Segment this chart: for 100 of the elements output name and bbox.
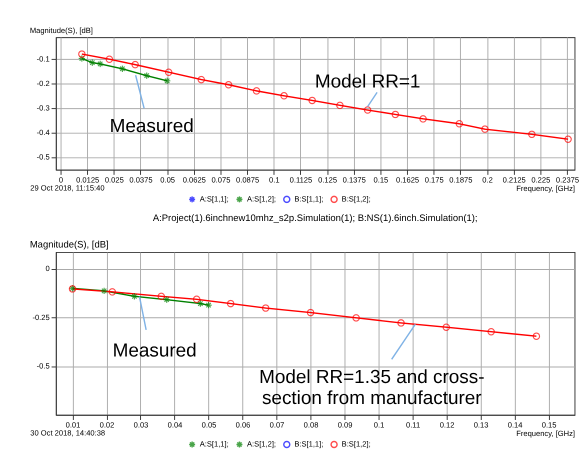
point xyxy=(226,300,234,308)
point xyxy=(196,300,204,308)
y-tick-label: -0.25 xyxy=(32,312,50,322)
x-tick-label: 0.1625 xyxy=(396,175,420,184)
point xyxy=(419,115,427,123)
x-axis-title: Frequency, [GHz] xyxy=(516,429,575,438)
x-tick-label: 0.175 xyxy=(424,175,444,184)
point xyxy=(532,332,540,340)
legend-label: B:S[1,1]; xyxy=(294,439,324,448)
x-tick-label: 0.02 xyxy=(100,420,114,430)
y-tick-label: -0.5 xyxy=(36,362,50,371)
legend-label: B:S[1,2]; xyxy=(342,439,371,448)
point xyxy=(204,301,212,309)
point xyxy=(564,135,572,143)
chart-title: A:Project(1).6inchnew10mhz_s2p.Simulation(1); B:NS(1).6inch.Simulation(1); xyxy=(152,212,478,224)
point xyxy=(352,314,360,322)
x-tick-label: 0.08 xyxy=(304,420,318,430)
y-axis-title: Magnitude(S), [dB] xyxy=(30,240,109,251)
legend-label: B:S[1,1]; xyxy=(294,194,324,204)
x-tick-label: 0.075 xyxy=(211,175,230,184)
text: 29 Oct 2018, 11:15:40 xyxy=(30,183,105,192)
x-axis-title: Frequency, [GHz] xyxy=(516,184,575,193)
point xyxy=(131,60,139,68)
annotation: Measured xyxy=(112,340,197,362)
legend-label: B:S[1,2]; xyxy=(342,194,371,204)
point xyxy=(162,296,170,304)
legend-label: A:S[1,1]; xyxy=(200,194,229,204)
x-tick-label: 0.01 xyxy=(66,420,80,430)
point xyxy=(96,60,104,68)
point xyxy=(456,120,464,128)
x-tick-label: 0 xyxy=(58,175,64,184)
legend-label: A:S[1,2]; xyxy=(247,194,276,204)
x-tick-label: 0.0125 xyxy=(76,175,100,184)
point xyxy=(336,102,344,110)
y-tick-label: -0.5 xyxy=(36,152,50,162)
annotation: Model RR=1.35 and cross- section from manufacturer xyxy=(259,366,484,409)
text: 30 Oct 2018, 14:40:38 xyxy=(30,428,106,438)
x-tick-label: 0.05 xyxy=(202,420,216,430)
point xyxy=(163,77,171,85)
point xyxy=(306,308,314,316)
x-tick-label: 0.025 xyxy=(104,175,124,184)
annotation: Measured xyxy=(110,116,194,137)
x-tick-label: 0.1 xyxy=(374,420,384,430)
point xyxy=(164,68,172,76)
x-tick-label: 0.06 xyxy=(236,420,250,430)
point xyxy=(192,296,200,304)
y-tick-label: -0.3 xyxy=(36,104,50,113)
legend-label: A:S[1,1]; xyxy=(200,439,229,448)
x-tick-label: 0.1875 xyxy=(449,175,472,184)
y-tick-label: -0.1 xyxy=(36,54,50,64)
point xyxy=(78,50,86,58)
point xyxy=(487,328,495,336)
x-tick-label: 0.15 xyxy=(374,175,388,184)
point xyxy=(528,130,536,138)
x-tick-label: 0.15 xyxy=(542,420,556,430)
legend-label: A:S[1,2]; xyxy=(247,439,276,448)
x-tick-label: 0.1125 xyxy=(290,175,312,184)
point xyxy=(280,92,288,100)
x-tick-label: 0.125 xyxy=(318,175,338,184)
point xyxy=(442,323,450,331)
point xyxy=(392,110,400,118)
point xyxy=(130,292,138,300)
annotation: Model RR=1 xyxy=(314,72,420,93)
x-tick-label: 0.225 xyxy=(531,175,550,184)
point xyxy=(252,87,260,95)
point xyxy=(397,319,405,327)
x-tick-label: 0.2375 xyxy=(556,175,580,184)
x-tick-label: 0.03 xyxy=(134,420,148,430)
point xyxy=(481,125,489,133)
x-tick-label: 0.09 xyxy=(338,420,352,430)
y-tick-label: -0.2 xyxy=(36,79,50,88)
x-tick-label: 0.1 xyxy=(269,175,280,184)
x-tick-label: 0.0875 xyxy=(236,175,260,184)
x-tick-label: 0.07 xyxy=(270,420,284,430)
x-tick-label: 0.1375 xyxy=(342,175,366,184)
point xyxy=(308,96,316,104)
point xyxy=(100,287,108,295)
y-axis-title: Magnitude(S), [dB] xyxy=(30,26,93,35)
x-tick-label: 0.2 xyxy=(482,175,493,184)
point xyxy=(78,54,86,62)
point xyxy=(142,72,150,80)
x-tick-label: 0.0375 xyxy=(129,175,153,184)
x-tick-label: 0.12 xyxy=(440,420,454,430)
point xyxy=(88,58,96,66)
point xyxy=(106,55,114,63)
y-tick-label: -0.4 xyxy=(36,128,50,138)
x-tick-label: 0.11 xyxy=(406,420,420,430)
point xyxy=(198,76,206,84)
point xyxy=(224,81,232,88)
point xyxy=(364,106,372,114)
x-tick-label: 0.13 xyxy=(474,420,488,430)
x-tick-label: 0.0625 xyxy=(182,175,206,184)
point xyxy=(158,292,166,300)
point xyxy=(262,304,270,312)
point xyxy=(108,288,116,296)
point xyxy=(118,65,126,73)
x-tick-label: 0.05 xyxy=(160,175,175,184)
y-tick-label: 0 xyxy=(45,264,50,273)
x-tick-label: 0.04 xyxy=(168,420,182,430)
x-tick-label: 0.2125 xyxy=(502,175,526,184)
